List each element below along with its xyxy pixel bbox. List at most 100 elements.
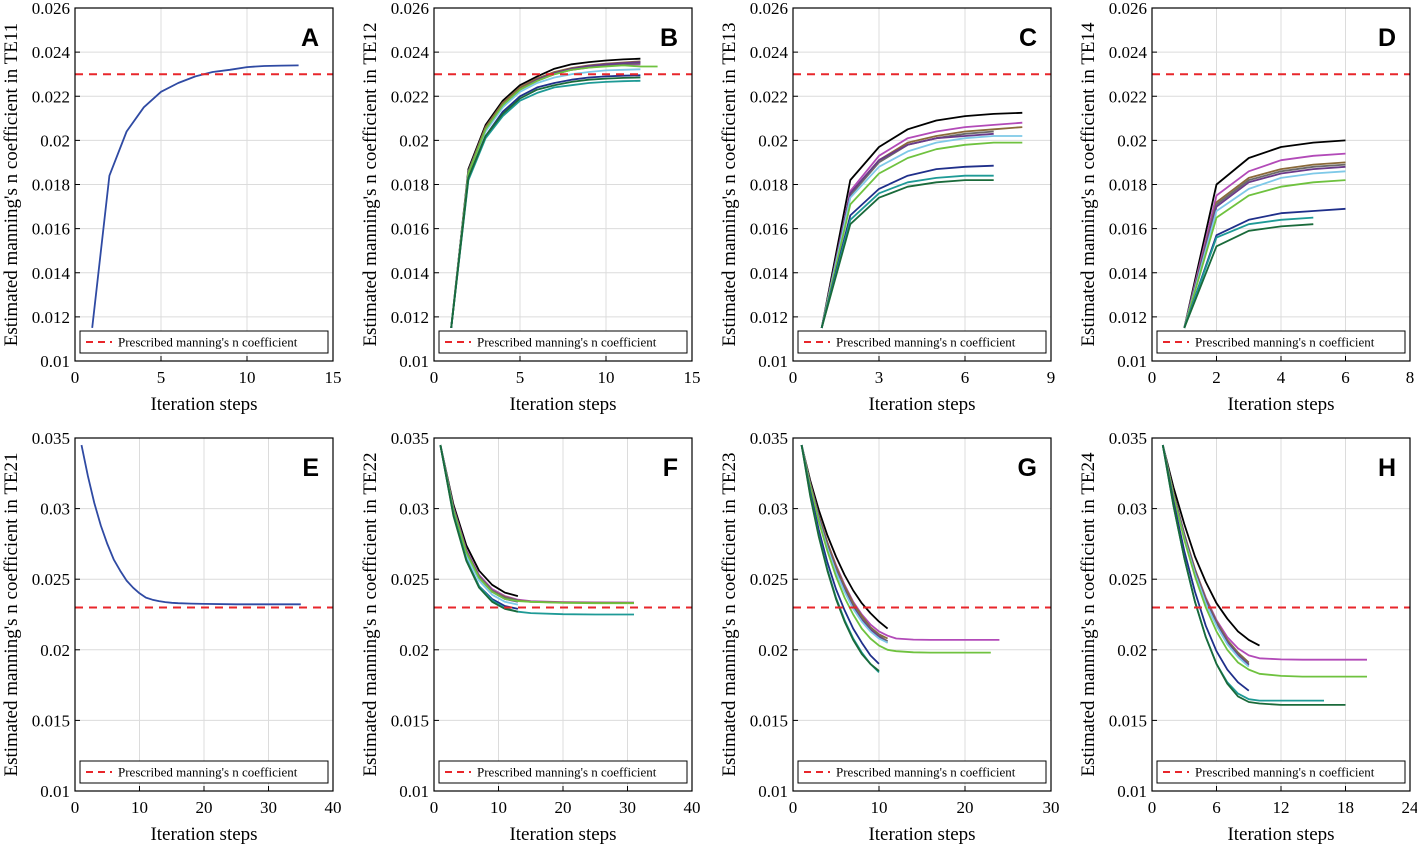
series-group — [820, 111, 1023, 329]
panel-h: 0 6 12 18 24 0.01 0.015 0.02 0.025 0.03 0.035 Itera… — [1078, 429, 1417, 844]
y-axis-label: Estimated manning's n coefficient in TE1… — [719, 22, 740, 346]
y-tick-label: 0.016 — [1109, 220, 1147, 239]
series-line-s1 — [450, 57, 641, 328]
x-axis-label: Iteration steps — [1227, 394, 1334, 415]
x-tick-label: 10 — [871, 798, 888, 817]
legend-label: Prescribed manning's n coefficient — [118, 335, 298, 350]
y-tick-label: 0.026 — [750, 0, 788, 18]
legend-box — [797, 760, 1047, 784]
y-tick-label: 0.018 — [750, 176, 788, 195]
legend-label: Prescribed manning's n coefficient — [1195, 765, 1375, 780]
y-tick-label: 0.025 — [750, 570, 788, 589]
legend-box — [79, 330, 329, 354]
y-tick-label: 0.012 — [1109, 308, 1147, 327]
x-tick-label: 40 — [325, 798, 342, 817]
y-axis-label: Estimated manning's n coefficient in TE1… — [360, 22, 381, 346]
x-axis-label: Iteration steps — [868, 824, 975, 844]
x-axis-label: Iteration steps — [868, 394, 975, 415]
y-tick-label: 0.025 — [391, 570, 429, 589]
y-tick-label: 0.01 — [1117, 352, 1147, 371]
x-tick-label: 24 — [1402, 798, 1417, 817]
series-line-s5 — [1183, 165, 1346, 329]
panel-letter: D — [1378, 24, 1396, 52]
y-axis-label: Estimated manning's n coefficient in TE2… — [1, 452, 22, 776]
x-tick-label: 10 — [131, 798, 148, 817]
y-tick-label: 0.02 — [40, 641, 70, 660]
series-line-s7 — [820, 141, 1023, 329]
x-axis-label: Iteration steps — [509, 824, 616, 844]
y-tick-label: 0.024 — [750, 43, 789, 62]
series-line-s5 — [800, 444, 889, 644]
series-line-s6 — [439, 444, 519, 606]
y-tick-label: 0.014 — [750, 264, 789, 283]
x-tick-label: 3 — [875, 368, 884, 387]
series-line-s7 — [450, 64, 658, 328]
y-tick-label: 0.024 — [32, 43, 71, 62]
y-tick-label: 0.014 — [391, 264, 430, 283]
series-line-s7 — [1183, 179, 1346, 329]
series-line-s6 — [1183, 170, 1346, 329]
series-line-s8 — [450, 74, 641, 329]
legend-label: Prescribed manning's n coefficient — [836, 765, 1016, 780]
legend: Prescribed manning's n coefficient — [79, 330, 329, 354]
x-tick-label: 20 — [555, 798, 572, 817]
legend-box — [1156, 760, 1406, 784]
y-tick-label: 0.02 — [399, 641, 429, 660]
y-tick-label: 0.026 — [391, 0, 429, 18]
x-tick-label: 20 — [957, 798, 974, 817]
legend-box — [438, 760, 688, 784]
y-tick-label: 0.01 — [40, 352, 70, 371]
series-line-s1 — [800, 444, 889, 630]
series-line-s3 — [820, 126, 1023, 329]
x-tick-label: 0 — [1148, 798, 1157, 817]
x-tick-label: 40 — [684, 798, 701, 817]
x-axis-label: Iteration steps — [150, 394, 257, 415]
y-tick-label: 0.01 — [399, 352, 429, 371]
y-tick-label: 0.02 — [1117, 641, 1147, 660]
y-tick-label: 0.015 — [750, 711, 788, 730]
series-line-s2 — [1183, 152, 1346, 329]
series-line-s9 — [450, 79, 641, 329]
series-line-s7 — [800, 444, 991, 654]
y-tick-label: 0.015 — [391, 711, 429, 730]
series-line-s1 — [1183, 139, 1346, 329]
x-tick-label: 4 — [1277, 368, 1286, 387]
x-axis-label: Iteration steps — [509, 394, 616, 415]
x-tick-label: 15 — [684, 368, 701, 387]
y-tick-label: 0.018 — [32, 176, 70, 195]
x-tick-label: 6 — [961, 368, 970, 387]
y-tick-label: 0.03 — [758, 500, 788, 519]
x-tick-label: 10 — [598, 368, 615, 387]
y-tick-label: 0.02 — [758, 641, 788, 660]
y-axis-label: Estimated manning's n coefficient in TE1… — [1, 23, 22, 346]
y-tick-label: 0.025 — [32, 570, 70, 589]
y-tick-label: 0.026 — [1109, 0, 1147, 18]
x-axis-label: Iteration steps — [1227, 824, 1334, 844]
y-tick-label: 0.01 — [399, 782, 429, 801]
panel-c: 0 3 6 9 0.01 0.012 0.014 0.016 0.018 0.02 0.022 0.0… — [719, 0, 1055, 415]
series-line-s4 — [450, 62, 641, 328]
x-tick-label: 2 — [1212, 368, 1221, 387]
legend-label: Prescribed manning's n coefficient — [118, 765, 298, 780]
x-tick-label: 5 — [516, 368, 525, 387]
y-tick-label: 0.022 — [32, 87, 70, 106]
x-tick-label: 30 — [1043, 798, 1060, 817]
y-tick-label: 0.024 — [1109, 43, 1148, 62]
series-line-s7 — [439, 444, 634, 605]
y-tick-label: 0.035 — [750, 429, 788, 448]
series-line-s3 — [450, 60, 641, 328]
series-group — [80, 444, 301, 606]
panel-f: 0 10 20 30 40 0.01 0.015 0.02 0.025 0.03 0.035 Iter… — [360, 429, 701, 844]
y-tick-label: 0.02 — [40, 131, 70, 150]
x-tick-label: 8 — [1406, 368, 1415, 387]
series-line-s9 — [820, 174, 994, 329]
x-tick-label: 12 — [1273, 798, 1290, 817]
y-tick-label: 0.022 — [391, 87, 429, 106]
series-line-s1 — [820, 111, 1023, 329]
series-line-s10 — [800, 444, 880, 672]
x-tick-label: 6 — [1341, 368, 1350, 387]
y-tick-label: 0.015 — [32, 711, 70, 730]
panel-b: 0 5 10 15 0.01 0.012 0.014 0.016 0.018 0.02 0.022 0… — [360, 0, 701, 415]
series-line-s6 — [820, 135, 1023, 329]
